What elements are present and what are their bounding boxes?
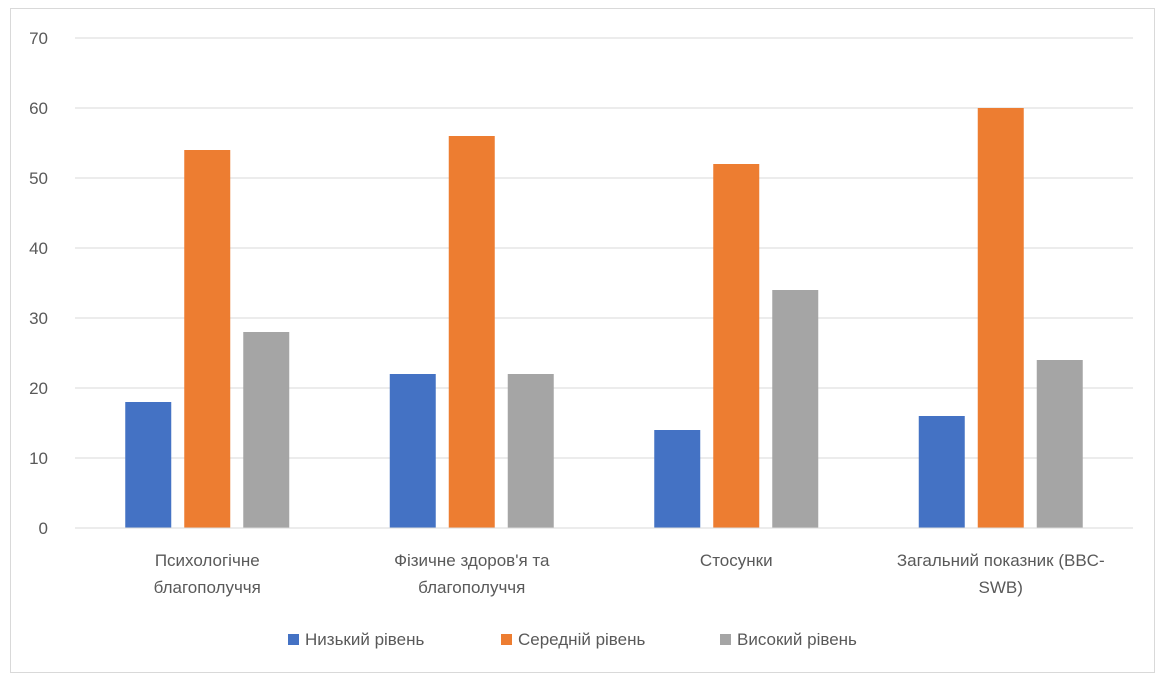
y-tick-label: 20 bbox=[29, 379, 48, 398]
x-category-label: Фізичне здоров'я та bbox=[394, 551, 550, 570]
x-axis-category-labels: Психологічне благополуччя Фізичне здоров'я… bbox=[154, 551, 1105, 597]
y-axis-tick-labels: 0 10 20 30 40 50 60 70 bbox=[29, 29, 48, 538]
bar-low bbox=[389, 374, 436, 528]
bar-high bbox=[243, 332, 290, 528]
bar-low bbox=[654, 430, 701, 528]
legend-label: Середній рівень bbox=[518, 630, 645, 649]
legend-swatch bbox=[720, 634, 731, 645]
bar-medium bbox=[713, 164, 760, 528]
y-tick-label: 30 bbox=[29, 309, 48, 328]
legend-label: Високий рівень bbox=[737, 630, 857, 649]
x-category-label: SWB) bbox=[979, 578, 1023, 597]
legend-swatch bbox=[501, 634, 512, 645]
y-tick-label: 60 bbox=[29, 99, 48, 118]
x-category-label: Психологічне bbox=[155, 551, 260, 570]
x-category-label: Загальний показник (BBC- bbox=[897, 551, 1105, 570]
y-tick-label: 70 bbox=[29, 29, 48, 48]
legend-swatch bbox=[288, 634, 299, 645]
y-tick-label: 10 bbox=[29, 449, 48, 468]
gridlines bbox=[75, 37, 1133, 459]
legend-label: Низький рівень bbox=[305, 630, 424, 649]
bar-high bbox=[772, 290, 819, 528]
bar-medium bbox=[184, 150, 231, 528]
bar-high bbox=[1036, 360, 1083, 528]
y-tick-label: 50 bbox=[29, 169, 48, 188]
bar-low bbox=[918, 416, 965, 528]
bar-low bbox=[125, 402, 172, 528]
y-tick-label: 0 bbox=[39, 519, 48, 538]
bar-medium bbox=[448, 136, 495, 528]
bar-medium bbox=[977, 108, 1024, 528]
legend: Низький рівень Середній рівень Високий рів… bbox=[288, 630, 857, 649]
x-category-label: благополуччя bbox=[154, 578, 261, 597]
bar-high bbox=[507, 374, 554, 528]
bars bbox=[125, 108, 1083, 528]
x-category-label: благополуччя bbox=[418, 578, 525, 597]
x-category-label: Стосунки bbox=[700, 551, 773, 570]
y-tick-label: 40 bbox=[29, 239, 48, 258]
